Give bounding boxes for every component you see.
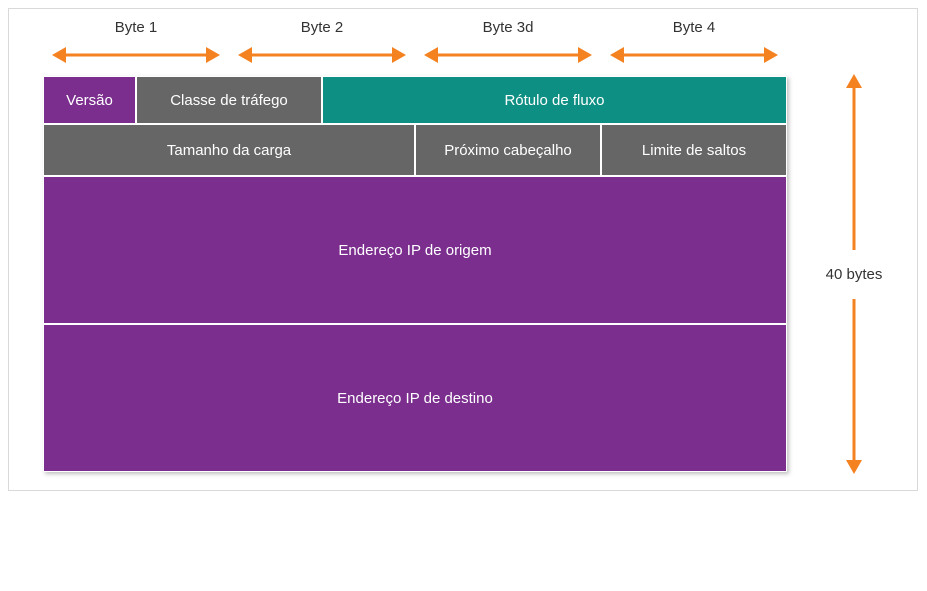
field-label: Limite de saltos <box>642 142 746 159</box>
byte-labels-row: Byte 1 Byte 2 Byte 3d Byte 4 <box>43 19 787 40</box>
field-dest-address: Endereço IP de destino <box>43 324 787 472</box>
byte-arrow <box>601 40 787 70</box>
field-label: Tamanho da carga <box>167 142 291 159</box>
field-label: Classe de tráfego <box>170 92 288 109</box>
header-row-1: Versão Classe de tráfego Rótulo de fluxo <box>43 76 787 124</box>
field-label: Próximo cabeçalho <box>444 142 572 159</box>
byte-arrows-row <box>43 40 787 70</box>
byte-arrow <box>43 40 229 70</box>
double-arrow-vertical-icon <box>852 76 856 262</box>
byte-label: Byte 3d <box>415 19 601 40</box>
field-version: Versão <box>43 76 136 124</box>
byte-arrow <box>415 40 601 70</box>
double-arrow-icon <box>426 53 590 57</box>
field-source-address: Endereço IP de origem <box>43 176 787 324</box>
byte-label: Byte 4 <box>601 19 787 40</box>
field-traffic-class: Classe de tráfego <box>136 76 322 124</box>
header-row-4: Endereço IP de destino <box>43 324 787 472</box>
field-label: Rótulo de fluxo <box>504 92 604 109</box>
double-arrow-icon <box>240 53 404 57</box>
byte-col: Byte 3d <box>415 19 601 40</box>
field-payload-length: Tamanho da carga <box>43 124 415 176</box>
byte-col: Byte 2 <box>229 19 415 40</box>
field-label: Endereço IP de destino <box>337 390 493 407</box>
double-arrow-icon <box>612 53 776 57</box>
field-next-header: Próximo cabeçalho <box>415 124 601 176</box>
packet-header-diagram: Versão Classe de tráfego Rótulo de fluxo… <box>43 76 787 472</box>
field-label: Versão <box>66 92 113 109</box>
diagram-frame: Byte 1 Byte 2 Byte 3d Byte 4 <box>8 8 918 491</box>
byte-col: Byte 1 <box>43 19 229 40</box>
field-hop-limit: Limite de saltos <box>601 124 787 176</box>
double-arrow-vertical-icon <box>852 287 856 473</box>
total-size-annotation: 40 bytes <box>809 76 899 472</box>
header-row-2: Tamanho da carga Próximo cabeçalho Limit… <box>43 124 787 176</box>
field-flow-label: Rótulo de fluxo <box>322 76 787 124</box>
byte-label: Byte 1 <box>43 19 229 40</box>
double-arrow-icon <box>54 53 218 57</box>
byte-col: Byte 4 <box>601 19 787 40</box>
header-row-3: Endereço IP de origem <box>43 176 787 324</box>
total-size-label: 40 bytes <box>824 262 885 287</box>
byte-label: Byte 2 <box>229 19 415 40</box>
byte-arrow <box>229 40 415 70</box>
field-label: Endereço IP de origem <box>338 242 491 259</box>
